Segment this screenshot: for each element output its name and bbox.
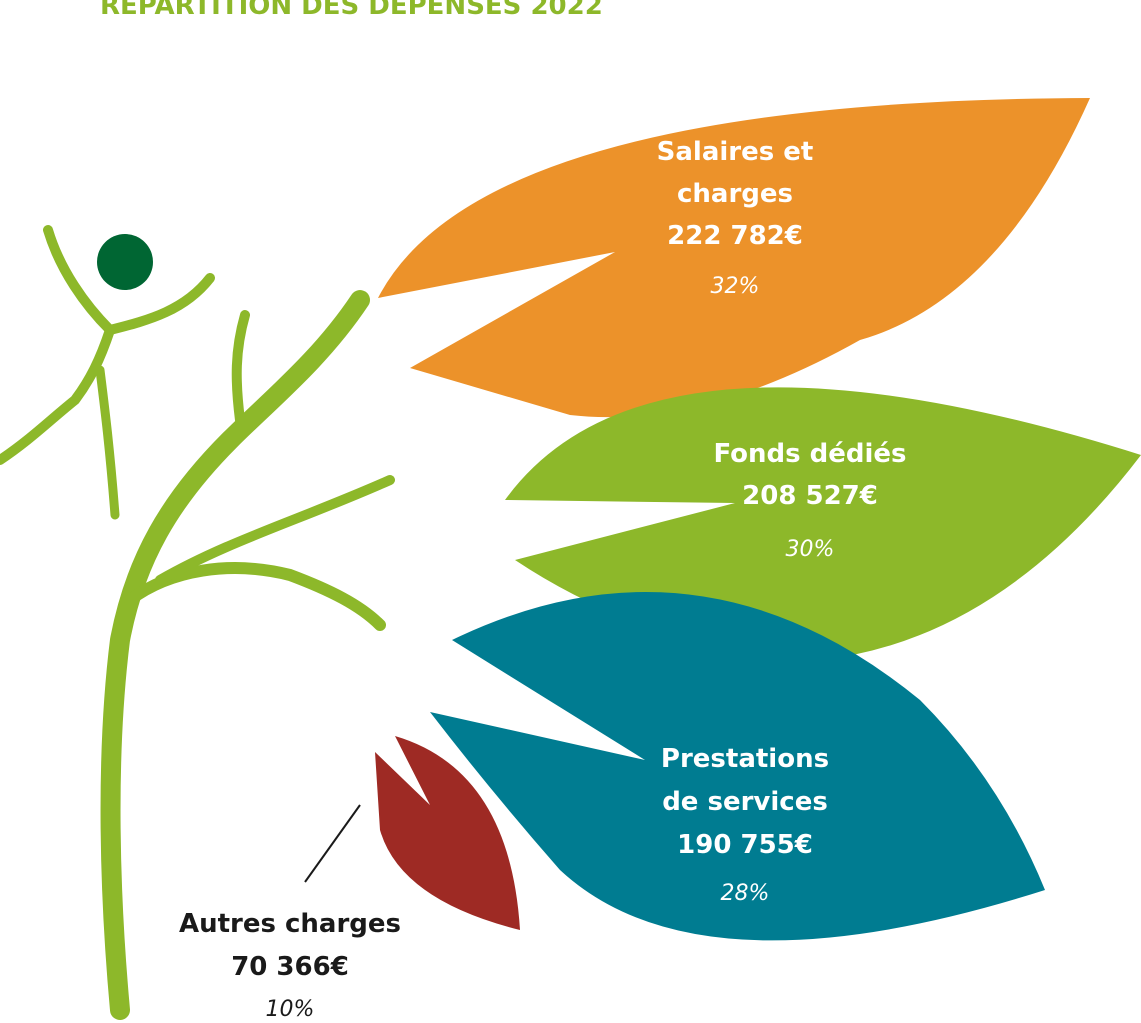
item-label: Prestations (661, 744, 829, 774)
item-label: de services (662, 787, 828, 817)
item-share: 30% (786, 537, 835, 562)
item-label: Fonds dédiés (713, 439, 906, 469)
item-share: 10% (266, 997, 315, 1022)
tree (0, 230, 390, 1010)
item-share: 28% (721, 881, 770, 906)
item-share: 32% (711, 274, 760, 299)
item-label: Autres charges (179, 909, 401, 939)
item-label: Salaires et (657, 137, 814, 167)
item-label: charges (677, 179, 793, 209)
item-amount: 190 755€ (677, 830, 813, 860)
title: RÉPARTITION DES DÉPENSES 2022 (100, 0, 603, 21)
item-amount: 222 782€ (667, 221, 803, 251)
head (97, 234, 153, 290)
item-amount: 208 527€ (742, 481, 878, 511)
infographic: RÉPARTITION DES DÉPENSES 2022 Salaires e… (0, 0, 1141, 1023)
pointer-line (305, 805, 360, 882)
item-amount: 70 366€ (231, 952, 349, 982)
